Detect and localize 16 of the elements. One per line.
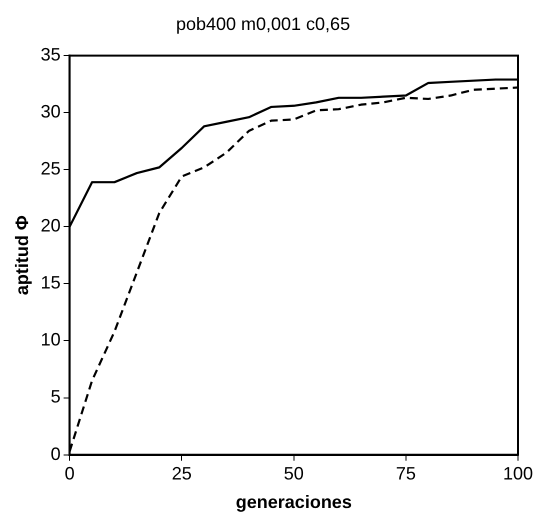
y-tick-label: 5 xyxy=(50,386,61,407)
chart-title: pob400 m0,001 c0,65 xyxy=(176,14,350,34)
y-axis-title: aptitud Φ xyxy=(12,215,32,296)
x-tick-label: 25 xyxy=(172,464,192,484)
y-tick-label: 30 xyxy=(40,102,61,122)
y-tick-label: 0 xyxy=(50,444,61,464)
x-axis-title: generaciones xyxy=(236,492,352,512)
x-tick-label: 75 xyxy=(396,464,416,484)
y-tick-label: 25 xyxy=(40,158,61,179)
y-tick-label: 20 xyxy=(40,216,61,236)
x-tick-label: 50 xyxy=(284,464,304,484)
y-tick-label: 35 xyxy=(40,44,61,65)
x-tick-label: 0 xyxy=(64,464,75,484)
y-tick-label: 15 xyxy=(40,272,61,293)
x-tick-label: 100 xyxy=(502,464,534,484)
y-tick-label: 10 xyxy=(40,330,61,350)
